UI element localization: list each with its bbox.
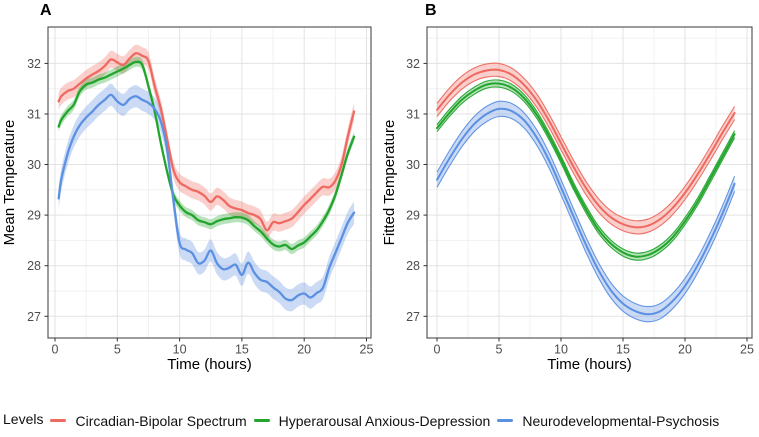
legend: Levels Circadian-Bipolar Spectrum Hyperar… [0, 401, 759, 437]
y-tick-label: 31 [406, 108, 420, 122]
x-tick-label: 0 [434, 343, 441, 357]
x-axis-title: Time (hours) [167, 356, 251, 373]
y-tick-label: 29 [27, 209, 41, 223]
legend-key-swatch [50, 419, 67, 423]
legend-entry: Circadian-Bipolar Spectrum [50, 412, 247, 429]
y-tick-label: 28 [406, 259, 420, 273]
legend-entry-label: Hyperarousal Anxious-Depression [278, 412, 491, 429]
panels-row: A 0 5 10 15 20 25 27 28 29 30 31 32 Time (hours) Mean… [0, 0, 759, 400]
legend-entries: Circadian-Bipolar Spectrum Hyperarousal A… [50, 409, 719, 429]
x-tick-label: 15 [235, 343, 249, 357]
y-tick-label: 27 [27, 310, 41, 324]
y-tick-label: 30 [406, 158, 420, 172]
legend-key-swatch [253, 419, 270, 423]
x-tick-label: 5 [496, 343, 503, 357]
legend-entry-label: Circadian-Bipolar Spectrum [75, 412, 247, 429]
legend-entry-label: Neurodevelopmental-Psychosis [522, 412, 720, 429]
panel-a: A 0 5 10 15 20 25 27 28 29 30 31 32 Time (hours) Mean… [0, 0, 380, 400]
x-tick-label: 10 [173, 343, 187, 357]
y-axis-title: Mean Temperature [1, 120, 18, 246]
x-tick-label: 0 [52, 343, 59, 357]
panel-b-label: B [425, 2, 438, 19]
legend-entry: Neurodevelopmental-Psychosis [497, 413, 719, 429]
x-tick-label: 25 [360, 343, 374, 357]
y-tick-label: 31 [27, 108, 41, 122]
x-tick-label: 5 [114, 343, 121, 357]
y-tick-label: 30 [27, 158, 41, 172]
y-axis-title: Fitted Temperature [381, 120, 398, 246]
panel-a-label: A [40, 2, 53, 19]
x-tick-label: 20 [678, 343, 692, 357]
y-tick-label: 32 [406, 57, 420, 71]
legend-key-swatch [497, 419, 514, 423]
y-tick-label: 28 [27, 259, 41, 273]
x-tick-label: 15 [616, 343, 630, 357]
fitted-temperature-chart: 0 5 10 15 20 25 27 28 29 30 31 32 Time (hours) Fitted… [381, 26, 754, 373]
x-axis-title: Time (hours) [547, 356, 631, 373]
panel-b: B 0 5 10 15 20 25 27 28 29 30 31 32 Time (hours) Fitt… [380, 0, 759, 400]
x-tick-label: 25 [740, 343, 754, 357]
x-tick-label: 10 [554, 343, 568, 357]
legend-title: Levels [3, 411, 44, 427]
y-tick-label: 27 [406, 310, 420, 324]
legend-entry: Hyperarousal Anxious-Depression [253, 412, 491, 429]
x-tick-label: 20 [297, 343, 311, 357]
mean-temperature-chart: 0 5 10 15 20 25 27 28 29 30 31 32 Time (hours) Mean T… [1, 26, 374, 373]
y-tick-label: 29 [406, 209, 420, 223]
y-tick-label: 32 [27, 57, 41, 71]
